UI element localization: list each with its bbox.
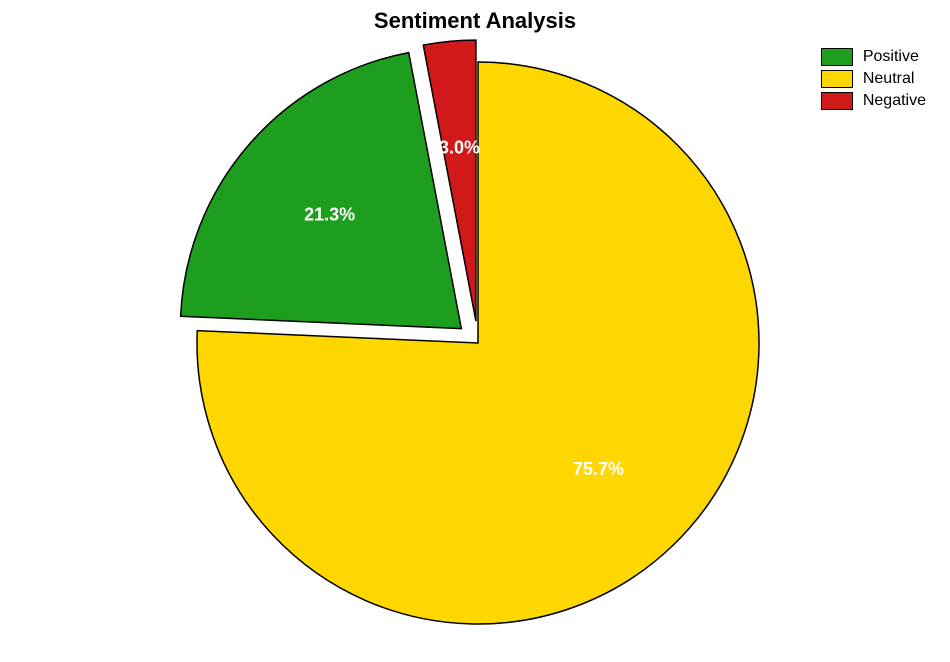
legend-swatch <box>821 92 853 110</box>
legend: Positive Neutral Negative <box>821 48 926 114</box>
legend-label: Negative <box>863 92 926 110</box>
pie-svg: 75.7% 21.3% 3.0% <box>0 0 950 662</box>
slice-label-positive: 21.3% <box>304 205 355 225</box>
legend-label: Neutral <box>863 70 915 88</box>
sentiment-pie-chart: Sentiment Analysis 75.7%21.3%3.0% Positi… <box>0 0 950 662</box>
legend-item: Neutral <box>821 70 926 88</box>
slice-label-negative: 3.0% <box>439 138 480 158</box>
legend-label: Positive <box>863 48 919 66</box>
slice-label-neutral: 75.7% <box>573 459 624 479</box>
legend-item: Positive <box>821 48 926 66</box>
pie-slice-positive <box>181 53 462 329</box>
legend-swatch <box>821 48 853 66</box>
legend-item: Negative <box>821 92 926 110</box>
legend-swatch <box>821 70 853 88</box>
